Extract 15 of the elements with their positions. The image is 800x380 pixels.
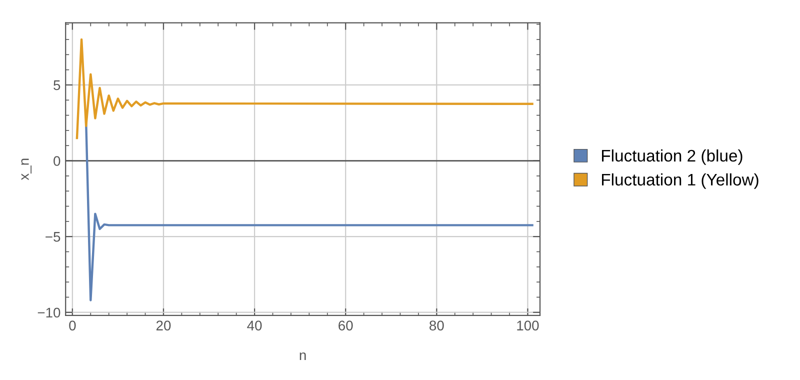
x-axis-title: n [300, 352, 306, 360]
legend-label: Fluctuation 2 (blue) [602, 149, 742, 165]
y-tick-label: 0 [54, 156, 60, 166]
line-series [76, 38, 534, 140]
y-axis-title: x_n [21, 158, 32, 180]
x-tick-label: 100 [517, 320, 539, 330]
legend-label: Fluctuation 1 (Yellow) [602, 173, 758, 189]
y-tick-label: −5 [46, 232, 60, 242]
x-tick-label: 0 [69, 320, 76, 330]
x-tick-label: 20 [156, 320, 171, 330]
y-tick-label: −10 [38, 308, 60, 318]
y-tick-label: 5 [54, 80, 60, 90]
x-tick-label: 80 [430, 320, 444, 330]
x-tick-label: 60 [338, 320, 353, 330]
x-tick-label: 40 [247, 320, 262, 330]
